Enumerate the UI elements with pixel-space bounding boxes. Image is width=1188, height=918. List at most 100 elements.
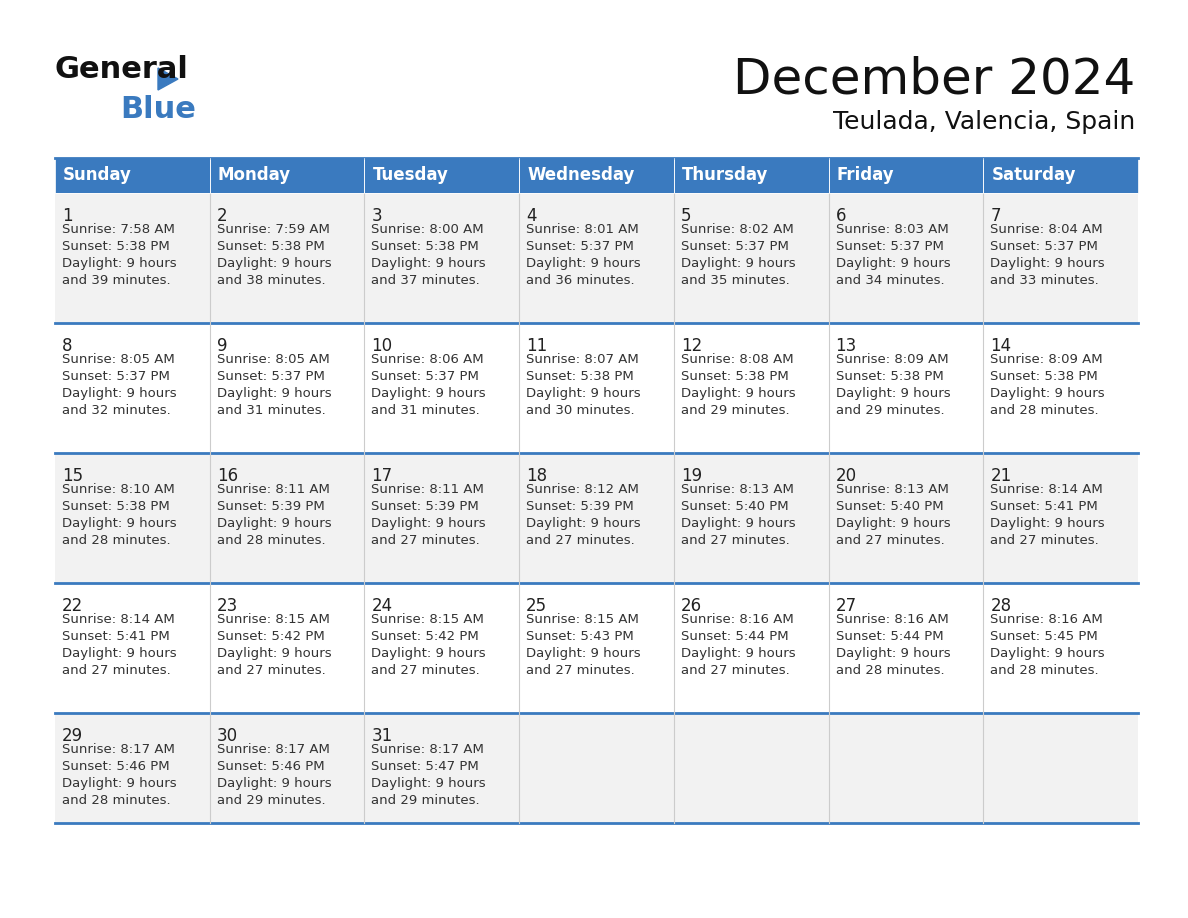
- Text: and 36 minutes.: and 36 minutes.: [526, 274, 634, 287]
- Text: Sunrise: 8:15 AM: Sunrise: 8:15 AM: [372, 613, 485, 626]
- Text: Daylight: 9 hours: Daylight: 9 hours: [681, 517, 796, 530]
- Text: Daylight: 9 hours: Daylight: 9 hours: [216, 387, 331, 400]
- Text: and 33 minutes.: and 33 minutes.: [991, 274, 1099, 287]
- Text: 9: 9: [216, 337, 227, 355]
- Text: Daylight: 9 hours: Daylight: 9 hours: [526, 517, 640, 530]
- Text: 28: 28: [991, 597, 1011, 615]
- Text: 30: 30: [216, 727, 238, 745]
- Text: and 29 minutes.: and 29 minutes.: [216, 794, 326, 807]
- Text: 14: 14: [991, 337, 1011, 355]
- Text: Daylight: 9 hours: Daylight: 9 hours: [62, 647, 177, 660]
- Bar: [210, 193, 365, 323]
- Bar: [828, 158, 984, 193]
- Text: Sunset: 5:38 PM: Sunset: 5:38 PM: [526, 370, 634, 383]
- Bar: [674, 158, 828, 193]
- Text: Sunrise: 8:05 AM: Sunrise: 8:05 AM: [216, 353, 329, 366]
- Text: and 37 minutes.: and 37 minutes.: [372, 274, 480, 287]
- Bar: [984, 713, 1138, 823]
- Text: Sunrise: 8:01 AM: Sunrise: 8:01 AM: [526, 223, 639, 236]
- Text: and 30 minutes.: and 30 minutes.: [526, 404, 634, 417]
- Bar: [519, 323, 674, 453]
- Text: December 2024: December 2024: [733, 55, 1135, 103]
- Text: 19: 19: [681, 467, 702, 485]
- Text: Sunset: 5:37 PM: Sunset: 5:37 PM: [62, 370, 170, 383]
- Text: Sunset: 5:37 PM: Sunset: 5:37 PM: [991, 240, 1098, 253]
- Text: Daylight: 9 hours: Daylight: 9 hours: [835, 517, 950, 530]
- Text: Saturday: Saturday: [991, 166, 1076, 185]
- Text: Sunrise: 8:02 AM: Sunrise: 8:02 AM: [681, 223, 794, 236]
- Text: Sunset: 5:37 PM: Sunset: 5:37 PM: [216, 370, 324, 383]
- Text: Daylight: 9 hours: Daylight: 9 hours: [835, 387, 950, 400]
- Text: Daylight: 9 hours: Daylight: 9 hours: [372, 647, 486, 660]
- Bar: [519, 158, 674, 193]
- Text: Sunrise: 8:03 AM: Sunrise: 8:03 AM: [835, 223, 948, 236]
- Text: 27: 27: [835, 597, 857, 615]
- Bar: [55, 713, 210, 823]
- Text: Sunrise: 8:14 AM: Sunrise: 8:14 AM: [62, 613, 175, 626]
- Text: Sunset: 5:40 PM: Sunset: 5:40 PM: [681, 500, 789, 513]
- Text: and 27 minutes.: and 27 minutes.: [526, 664, 634, 677]
- Text: Daylight: 9 hours: Daylight: 9 hours: [216, 777, 331, 790]
- Text: Sunset: 5:47 PM: Sunset: 5:47 PM: [372, 760, 479, 773]
- Text: 10: 10: [372, 337, 392, 355]
- Text: Daylight: 9 hours: Daylight: 9 hours: [62, 517, 177, 530]
- Text: Tuesday: Tuesday: [372, 166, 448, 185]
- Bar: [828, 323, 984, 453]
- Text: Sunset: 5:40 PM: Sunset: 5:40 PM: [835, 500, 943, 513]
- Text: General: General: [55, 55, 189, 84]
- Text: and 27 minutes.: and 27 minutes.: [681, 664, 790, 677]
- Text: Sunrise: 7:59 AM: Sunrise: 7:59 AM: [216, 223, 329, 236]
- Bar: [984, 323, 1138, 453]
- Text: Teulada, Valencia, Spain: Teulada, Valencia, Spain: [833, 110, 1135, 134]
- Text: Sunset: 5:37 PM: Sunset: 5:37 PM: [681, 240, 789, 253]
- Bar: [365, 323, 519, 453]
- Bar: [365, 158, 519, 193]
- Text: 23: 23: [216, 597, 238, 615]
- Text: 6: 6: [835, 207, 846, 225]
- Bar: [365, 583, 519, 713]
- Text: Sunset: 5:39 PM: Sunset: 5:39 PM: [216, 500, 324, 513]
- Text: Daylight: 9 hours: Daylight: 9 hours: [526, 647, 640, 660]
- Text: and 29 minutes.: and 29 minutes.: [372, 794, 480, 807]
- Text: Sunrise: 8:13 AM: Sunrise: 8:13 AM: [681, 483, 794, 496]
- Bar: [55, 193, 210, 323]
- Bar: [55, 323, 210, 453]
- Text: and 27 minutes.: and 27 minutes.: [216, 664, 326, 677]
- Bar: [984, 158, 1138, 193]
- Bar: [55, 453, 210, 583]
- Bar: [828, 193, 984, 323]
- Text: Sunrise: 8:05 AM: Sunrise: 8:05 AM: [62, 353, 175, 366]
- Text: Daylight: 9 hours: Daylight: 9 hours: [681, 387, 796, 400]
- Polygon shape: [158, 68, 178, 90]
- Text: and 28 minutes.: and 28 minutes.: [62, 534, 171, 547]
- Bar: [210, 583, 365, 713]
- Text: Daylight: 9 hours: Daylight: 9 hours: [526, 257, 640, 270]
- Text: 7: 7: [991, 207, 1000, 225]
- Text: Sunrise: 8:13 AM: Sunrise: 8:13 AM: [835, 483, 948, 496]
- Text: 13: 13: [835, 337, 857, 355]
- Text: Sunrise: 8:16 AM: Sunrise: 8:16 AM: [991, 613, 1102, 626]
- Text: Daylight: 9 hours: Daylight: 9 hours: [372, 257, 486, 270]
- Text: Sunrise: 8:16 AM: Sunrise: 8:16 AM: [681, 613, 794, 626]
- Bar: [519, 583, 674, 713]
- Text: Daylight: 9 hours: Daylight: 9 hours: [681, 647, 796, 660]
- Text: 5: 5: [681, 207, 691, 225]
- Text: Sunset: 5:37 PM: Sunset: 5:37 PM: [372, 370, 479, 383]
- Text: Sunrise: 8:07 AM: Sunrise: 8:07 AM: [526, 353, 639, 366]
- Text: Sunrise: 8:15 AM: Sunrise: 8:15 AM: [526, 613, 639, 626]
- Text: 24: 24: [372, 597, 392, 615]
- Text: 25: 25: [526, 597, 548, 615]
- Bar: [984, 453, 1138, 583]
- Text: Sunset: 5:38 PM: Sunset: 5:38 PM: [62, 500, 170, 513]
- Bar: [210, 323, 365, 453]
- Text: Sunset: 5:38 PM: Sunset: 5:38 PM: [216, 240, 324, 253]
- Text: and 27 minutes.: and 27 minutes.: [62, 664, 171, 677]
- Bar: [984, 193, 1138, 323]
- Text: Sunrise: 8:16 AM: Sunrise: 8:16 AM: [835, 613, 948, 626]
- Bar: [365, 713, 519, 823]
- Text: Daylight: 9 hours: Daylight: 9 hours: [991, 387, 1105, 400]
- Bar: [674, 193, 828, 323]
- Text: Sunset: 5:37 PM: Sunset: 5:37 PM: [526, 240, 634, 253]
- Bar: [674, 323, 828, 453]
- Bar: [519, 453, 674, 583]
